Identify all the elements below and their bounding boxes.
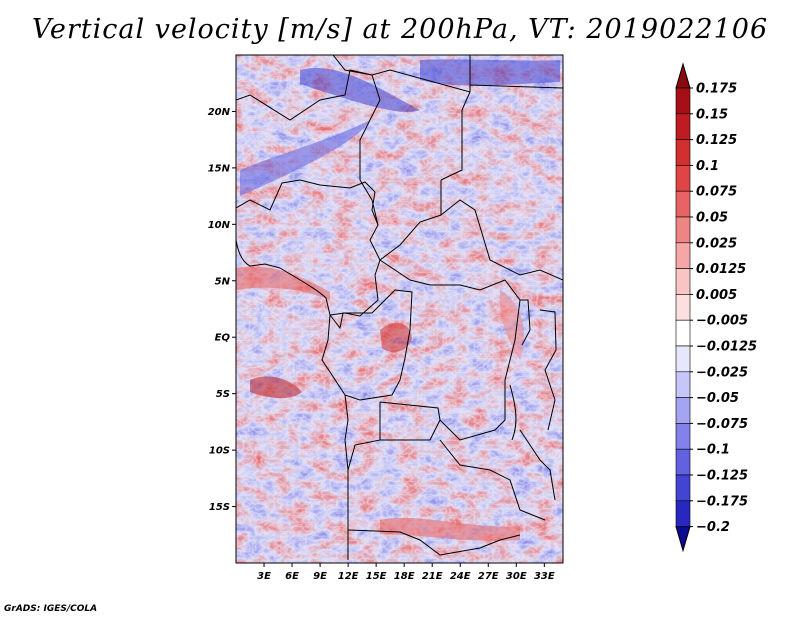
footer-credit: GrADS: IGES/COLA: [4, 604, 98, 614]
colorbar-label: 0.005: [696, 288, 737, 303]
lat-tick-label: 5N: [215, 276, 231, 287]
colorbar-swatch-14: [675, 448, 691, 476]
lon-tick-label: 12E: [338, 571, 359, 582]
lon-tick-label: 30E: [506, 571, 527, 582]
lon-tick-label: 6E: [285, 571, 299, 582]
lon-tick-label: 27E: [478, 571, 499, 582]
colorbar-label: 0.0125: [696, 262, 746, 277]
colorbar-swatch-10: [675, 345, 691, 373]
colorbar-label: −0.075: [696, 417, 748, 432]
colorbar-label: 0.175: [696, 82, 737, 97]
colorbar-label: −0.025: [696, 365, 748, 380]
colorbar-label: 0.125: [696, 133, 737, 148]
colorbar-label: 0.025: [696, 236, 737, 251]
colorbar-label: −0.0125: [696, 340, 757, 355]
colorbar-label: 0.05: [696, 211, 728, 226]
colorbar-label: −0.125: [696, 469, 748, 484]
colorbar-top-arrow: [675, 62, 691, 89]
colorbar-label: 0.15: [696, 107, 728, 122]
colorbar-swatch-1: [675, 113, 691, 140]
country-borders: [236, 55, 563, 560]
colorbar-swatch-7: [675, 268, 691, 295]
colorbar-label: 0.1: [696, 159, 719, 174]
chart-title: Vertical velocity [m/s] at 200hPa, VT: 2…: [31, 14, 769, 45]
vertical-velocity-field: [236, 55, 563, 563]
longitude-axis: 3E 6E 9E 12E 15E 18E 21E 24E 27E 30E 33E: [257, 563, 555, 582]
colorbar: 0.175 0.15 0.125 0.1 0.075 0.05 0.025 0.0125 0.0…: [675, 62, 757, 553]
colorbar-label: −0.1: [696, 443, 730, 458]
lat-tick-label: EQ: [215, 333, 231, 344]
latitude-axis: 20N 15N 10N 5N EQ 5S 10S 15S: [208, 107, 236, 513]
lat-tick-label: 10S: [209, 446, 230, 457]
lat-tick-label: 20N: [208, 107, 231, 118]
colorbar-swatch-15: [675, 474, 691, 502]
lon-tick-label: 21E: [422, 571, 443, 582]
field-emphasis-patches: [236, 59, 560, 541]
colorbar-swatch-3: [675, 165, 691, 192]
lon-tick-label: 15E: [366, 571, 387, 582]
colorbar-swatch-16: [675, 500, 691, 527]
colorbar-label: −0.2: [696, 520, 730, 535]
colorbar-swatch-2: [675, 139, 691, 166]
lat-tick-label: 15S: [209, 502, 230, 513]
lon-tick-label: 18E: [394, 571, 415, 582]
colorbar-swatch-12: [675, 397, 691, 424]
colorbar-swatch-13: [675, 423, 691, 450]
lat-tick-label: 5S: [216, 389, 230, 400]
lat-tick-label: 15N: [208, 163, 231, 174]
colorbar-label: −0.05: [696, 391, 739, 406]
colorbar-bottom-arrow: [675, 526, 691, 553]
colorbar-swatch-9: [675, 319, 691, 347]
colorbar-swatch-4: [675, 190, 691, 218]
colorbar-label: −0.175: [696, 494, 748, 509]
lon-tick-label: 24E: [450, 571, 471, 582]
lat-tick-label: 10N: [208, 220, 231, 231]
colorbar-swatch-11: [675, 371, 691, 398]
colorbar-swatch-8: [675, 294, 691, 321]
map-frame: [235, 54, 564, 564]
colorbar-label: −0.005: [696, 314, 748, 329]
colorbar-swatch-6: [675, 242, 691, 269]
lon-tick-label: 9E: [313, 571, 327, 582]
colorbar-swatch-0: [675, 87, 691, 115]
colorbar-swatch-5: [675, 216, 691, 244]
lon-tick-label: 3E: [257, 571, 271, 582]
lon-tick-label: 33E: [534, 571, 555, 582]
colorbar-label: 0.075: [696, 185, 737, 200]
